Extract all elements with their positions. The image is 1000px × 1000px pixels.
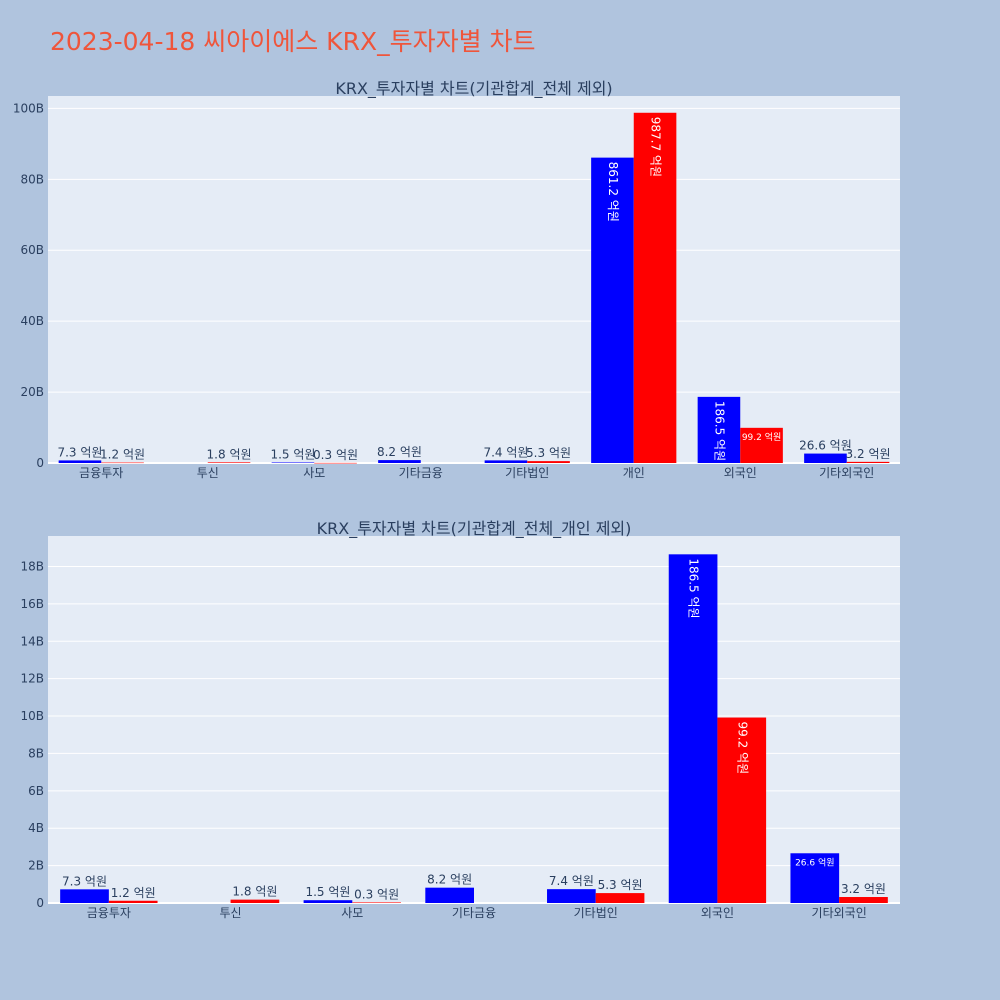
- bar: [207, 462, 251, 463]
- bar: [303, 900, 353, 903]
- bar-label: 1.2 억원: [111, 886, 156, 900]
- x-tick-label: 개인: [623, 466, 645, 480]
- chart-1: 0 20B 40B 60B 80B 100B KRX_투자자별 차트(기관합계_전체 제외)…: [13, 79, 900, 480]
- x-tick-label: 기타외국인: [819, 466, 874, 480]
- bar-label: 8.2 억원: [427, 873, 472, 887]
- bar-label: 7.4 억원: [483, 445, 528, 459]
- bar-label: 1.8 억원: [232, 885, 277, 899]
- x-tick-label: 외국인: [701, 906, 734, 920]
- bar-label: 186.5 억원: [687, 558, 701, 618]
- y-tick-label: 100B: [13, 101, 44, 115]
- bar-label: 3.2 억원: [841, 882, 886, 896]
- bar: [230, 899, 280, 903]
- bar: [425, 887, 474, 903]
- x-tick-label: 외국인: [724, 466, 757, 480]
- x-tick-label: 사모: [341, 906, 363, 920]
- bar: [717, 717, 767, 903]
- bar: [839, 897, 888, 903]
- x-tick-label: 투신: [197, 466, 219, 480]
- bar-label: 861.2 억원: [606, 162, 620, 222]
- bar-label: 0.3 억원: [313, 448, 358, 462]
- x-tick-label: 기타법인: [574, 906, 618, 920]
- x-tick-label: 금융투자: [87, 906, 131, 920]
- bar: [668, 554, 718, 903]
- bar: [101, 462, 144, 464]
- bar: [804, 453, 847, 463]
- bar: [633, 112, 677, 463]
- bar-label: 186.5 억원: [712, 401, 726, 461]
- chart-2: 0 2B 4B 6B 8B 10B 12B 14B 16B 18B KRX_투자자별 차트(기관합계…: [20, 519, 900, 920]
- y-tick-label: 6B: [28, 784, 44, 798]
- bar: [314, 462, 357, 464]
- y-tick-label: 8B: [28, 746, 44, 760]
- bar-label: 1.5 억원: [270, 447, 315, 461]
- bar-label: 1.2 억원: [100, 448, 145, 462]
- bar: [271, 462, 315, 463]
- x-tick-label: 투신: [220, 906, 242, 920]
- y-tick-label: 16B: [20, 597, 44, 611]
- chart-title: KRX_투자자별 차트(기관합계_전체 제외): [335, 79, 612, 99]
- bar-label: 26.6 억원: [795, 856, 834, 868]
- bar-label: 26.6 억원: [799, 439, 852, 453]
- bar: [591, 157, 634, 464]
- bar: [60, 889, 109, 903]
- bar-label: 1.5 억원: [305, 885, 350, 899]
- y-tick-label: 12B: [20, 672, 44, 686]
- bar-label: 8.2 억원: [377, 445, 422, 459]
- bar: [58, 460, 102, 463]
- x-tick-label: 사모: [303, 466, 325, 480]
- y-tick-label: 10B: [20, 709, 44, 723]
- bar: [697, 396, 741, 463]
- bar: [547, 889, 596, 903]
- bar-label: 7.3 억원: [57, 445, 102, 459]
- y-tick-label: 40B: [20, 314, 44, 328]
- x-tick-label: 기타법인: [505, 466, 549, 480]
- bar-label: 7.3 억원: [62, 874, 107, 888]
- y-tick-label: 0: [36, 896, 44, 910]
- y-tick-label: 4B: [28, 821, 44, 835]
- bar-label: 7.4 억원: [549, 874, 594, 888]
- y-tick-label: 60B: [20, 243, 44, 257]
- chart-title: KRX_투자자별 차트(기관합계_전체_개인 제외): [317, 519, 632, 539]
- bar-label: 3.2 억원: [846, 447, 891, 461]
- y-tick-label: 2B: [28, 859, 44, 873]
- bar-label: 1.8 억원: [207, 447, 252, 461]
- bar: [740, 427, 783, 463]
- bar-label: 5.3 억원: [526, 446, 571, 460]
- x-tick-label: 금융투자: [79, 466, 123, 480]
- bar: [484, 460, 528, 463]
- y-tick-label: 14B: [20, 634, 44, 648]
- x-tick-label: 기타외국인: [812, 906, 867, 920]
- x-tick-label: 기타금융: [399, 466, 443, 480]
- bar-label: 99.2 억원: [735, 722, 749, 775]
- y-tick-label: 18B: [20, 559, 44, 573]
- bar-label: 5.3 억원: [598, 878, 643, 892]
- y-tick-label: 0: [36, 456, 44, 470]
- y-tick-label: 20B: [20, 385, 44, 399]
- bar: [790, 853, 840, 903]
- bar: [527, 461, 570, 463]
- bar: [846, 461, 890, 463]
- page-title: 2023-04-18 씨아이에스 KRX_투자자별 차트: [50, 27, 536, 56]
- bar: [595, 893, 645, 903]
- y-tick-label: 80B: [20, 172, 44, 186]
- bar-label: 99.2 억원: [742, 431, 781, 443]
- x-tick-label: 기타금융: [452, 906, 496, 920]
- bar: [352, 902, 401, 903]
- bar: [378, 460, 421, 463]
- bar-label: 0.3 억원: [354, 887, 399, 901]
- bar-label: 987.7 억원: [649, 117, 663, 177]
- bar: [108, 900, 158, 903]
- plot-area: [48, 536, 900, 903]
- plot-area: [48, 96, 900, 463]
